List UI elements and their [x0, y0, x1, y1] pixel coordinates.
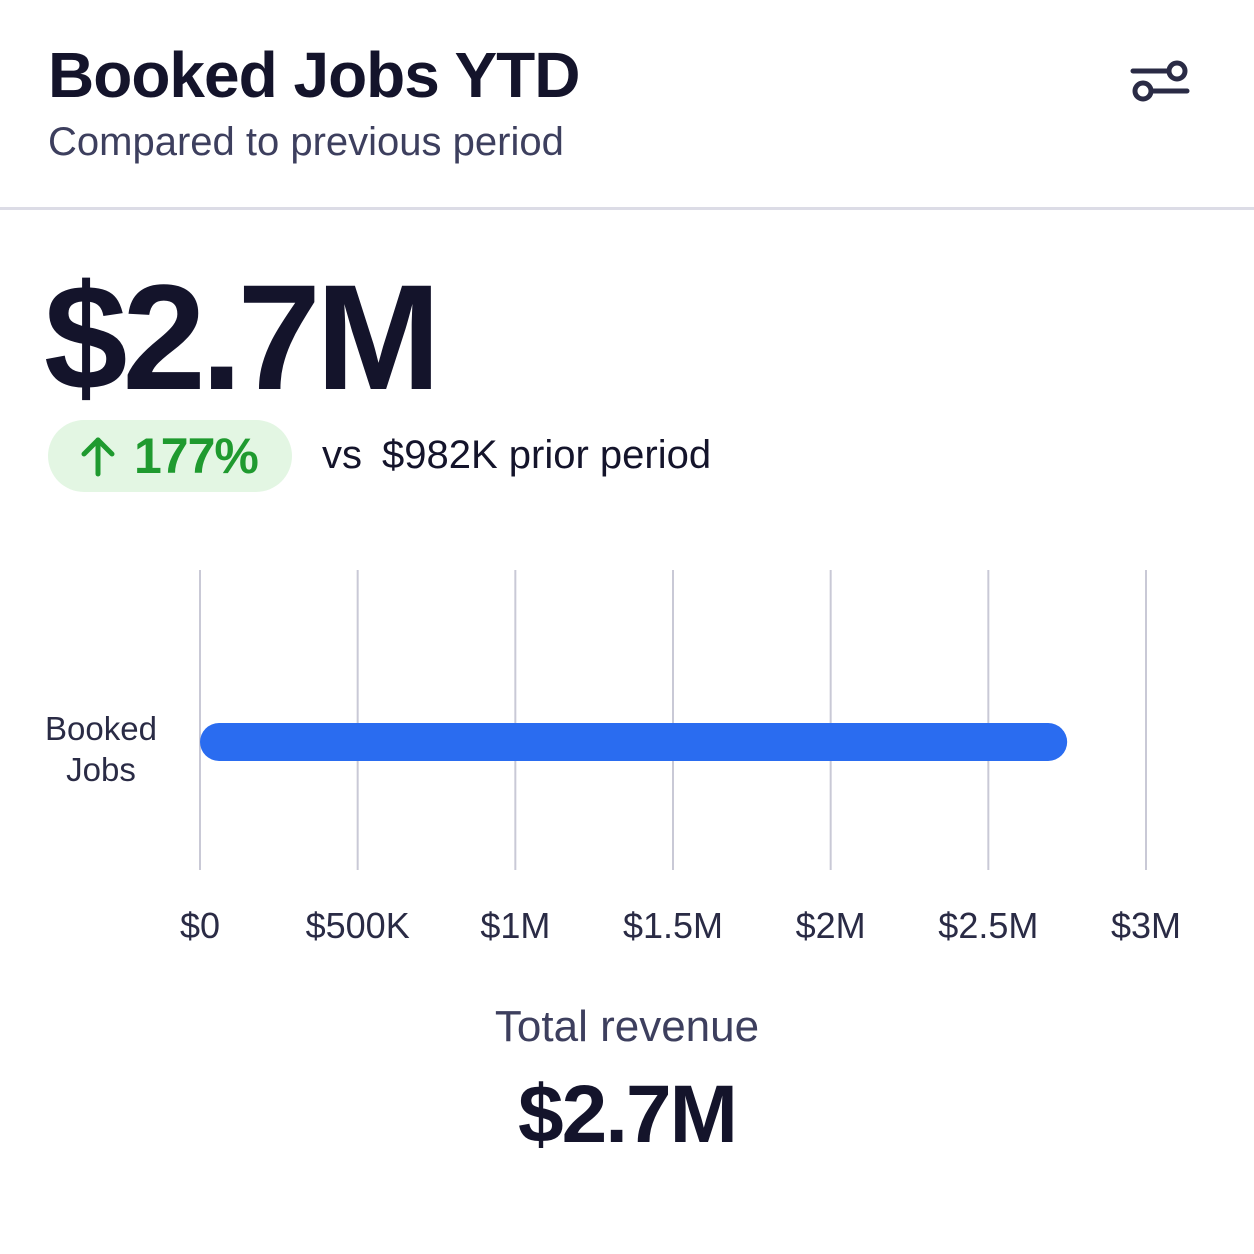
x-tick-label: $1.5M: [623, 905, 723, 946]
header-divider: [0, 207, 1254, 210]
x-tick-label: $500K: [306, 905, 410, 946]
revenue-bar-chart: $0 $500K $1M $1.5M $2M $2.5M $3M Booked Jobs: [45, 570, 1181, 946]
card-title: Booked Jobs YTD: [48, 39, 580, 111]
comparison-text: vs $982K prior period: [322, 433, 711, 478]
total-revenue-value: $2.7M: [518, 1069, 738, 1160]
x-tick-label: $2M: [796, 905, 866, 946]
sliders-icon: [1130, 60, 1190, 102]
card-subtitle: Compared to previous period: [48, 120, 564, 164]
change-badge: 177%: [48, 420, 292, 492]
x-tick-label: $3M: [1111, 905, 1181, 946]
total-revenue-label: Total revenue: [494, 1002, 760, 1051]
arrow-up-icon: [81, 437, 115, 477]
change-percent: 177%: [134, 428, 259, 484]
x-tick-label: $0: [180, 905, 220, 946]
x-tick-label: $1M: [480, 905, 550, 946]
bar-booked-jobs[interactable]: [200, 723, 1068, 761]
filter-button[interactable]: [1120, 48, 1200, 112]
x-tick-label: $2.5M: [938, 905, 1038, 946]
y-category-label: Booked Jobs: [45, 710, 157, 788]
vs-label: vs: [322, 433, 362, 477]
prior-period-value: $982K prior period: [382, 433, 712, 477]
kpi-value: $2.7M: [44, 253, 441, 421]
